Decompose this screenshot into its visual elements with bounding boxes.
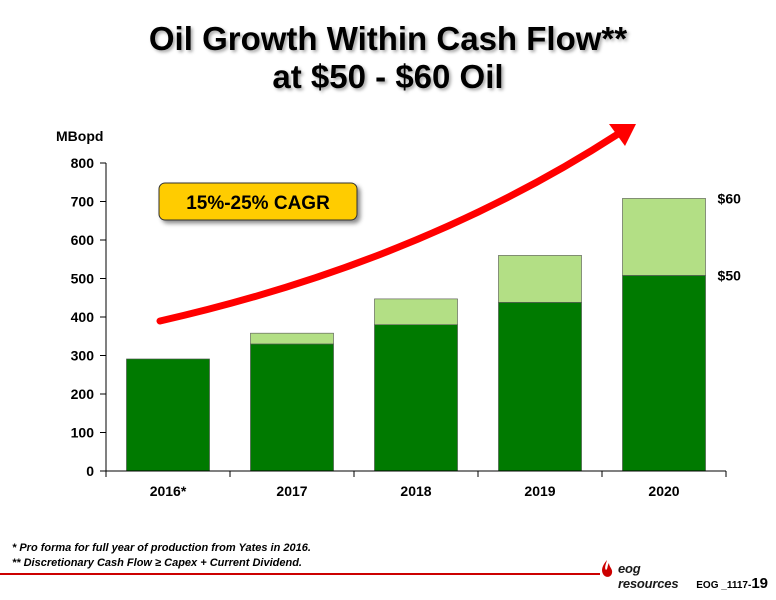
x-tick-label: 2018 bbox=[400, 483, 431, 499]
y-axis-title: MBopd bbox=[56, 128, 103, 144]
slide-code: EOG _1117- bbox=[696, 580, 752, 591]
y-tick-label: 700 bbox=[71, 194, 95, 210]
slide-id: EOG _1117-19 bbox=[696, 575, 768, 593]
series-label-60: $60 bbox=[718, 190, 742, 206]
y-tick-label: 600 bbox=[71, 232, 95, 248]
bar-upper-2017 bbox=[250, 332, 334, 345]
slide-title: Oil Growth Within Cash Flow** at $50 - $… bbox=[0, 20, 776, 96]
growth-arrow bbox=[156, 130, 622, 325]
x-tick-label: 2016* bbox=[150, 483, 187, 499]
x-tick-label: 2020 bbox=[648, 483, 679, 499]
company-logo: eog resources bbox=[596, 558, 696, 591]
y-tick-label: 500 bbox=[71, 271, 95, 287]
title-line-1: Oil Growth Within Cash Flow** bbox=[148, 20, 628, 57]
bar-base-2020 bbox=[622, 275, 706, 472]
bar-upper-2019 bbox=[498, 255, 582, 303]
cagr-label: 15%-25% CAGR bbox=[186, 193, 330, 214]
bar-base-2017 bbox=[250, 343, 334, 472]
footnote-1: * Pro forma for full year of production … bbox=[12, 542, 311, 554]
y-tick-label: 300 bbox=[71, 348, 95, 364]
y-tick-label: 100 bbox=[71, 425, 95, 441]
x-tick-label: 2019 bbox=[524, 483, 555, 499]
y-tick-label: 800 bbox=[71, 155, 95, 171]
title-line-2: at $50 - $60 Oil bbox=[272, 58, 504, 95]
bar-upper-2020 bbox=[622, 198, 706, 276]
bar-base-2016 bbox=[126, 358, 210, 472]
footnote-2: ** Discretionary Cash Flow ≥ Capex + Cur… bbox=[12, 557, 302, 569]
growth-arrow-head bbox=[609, 124, 636, 146]
bar-upper-2018 bbox=[374, 298, 458, 325]
footnotes: * Pro forma for full year of production … bbox=[12, 541, 311, 571]
logo-text: eog resources bbox=[618, 561, 679, 591]
slide-number: 19 bbox=[751, 575, 768, 592]
bar-chart: MBopd 0 100 200 300 400 500 600 700 800 2016* 2017… bbox=[56, 124, 742, 499]
y-tick-label: 0 bbox=[86, 463, 94, 479]
flame-icon bbox=[602, 560, 613, 577]
bar-base-2018 bbox=[374, 324, 458, 472]
cagr-callout: 15%-25% CAGR bbox=[158, 182, 358, 221]
y-tick-label: 400 bbox=[71, 309, 95, 325]
cagr-box bbox=[158, 182, 358, 221]
x-tick-label: 2017 bbox=[276, 483, 307, 499]
series-label-50: $50 bbox=[718, 267, 742, 283]
y-tick-label: 200 bbox=[71, 386, 95, 402]
bar-base-2019 bbox=[498, 302, 582, 472]
footer-rule bbox=[0, 573, 600, 575]
